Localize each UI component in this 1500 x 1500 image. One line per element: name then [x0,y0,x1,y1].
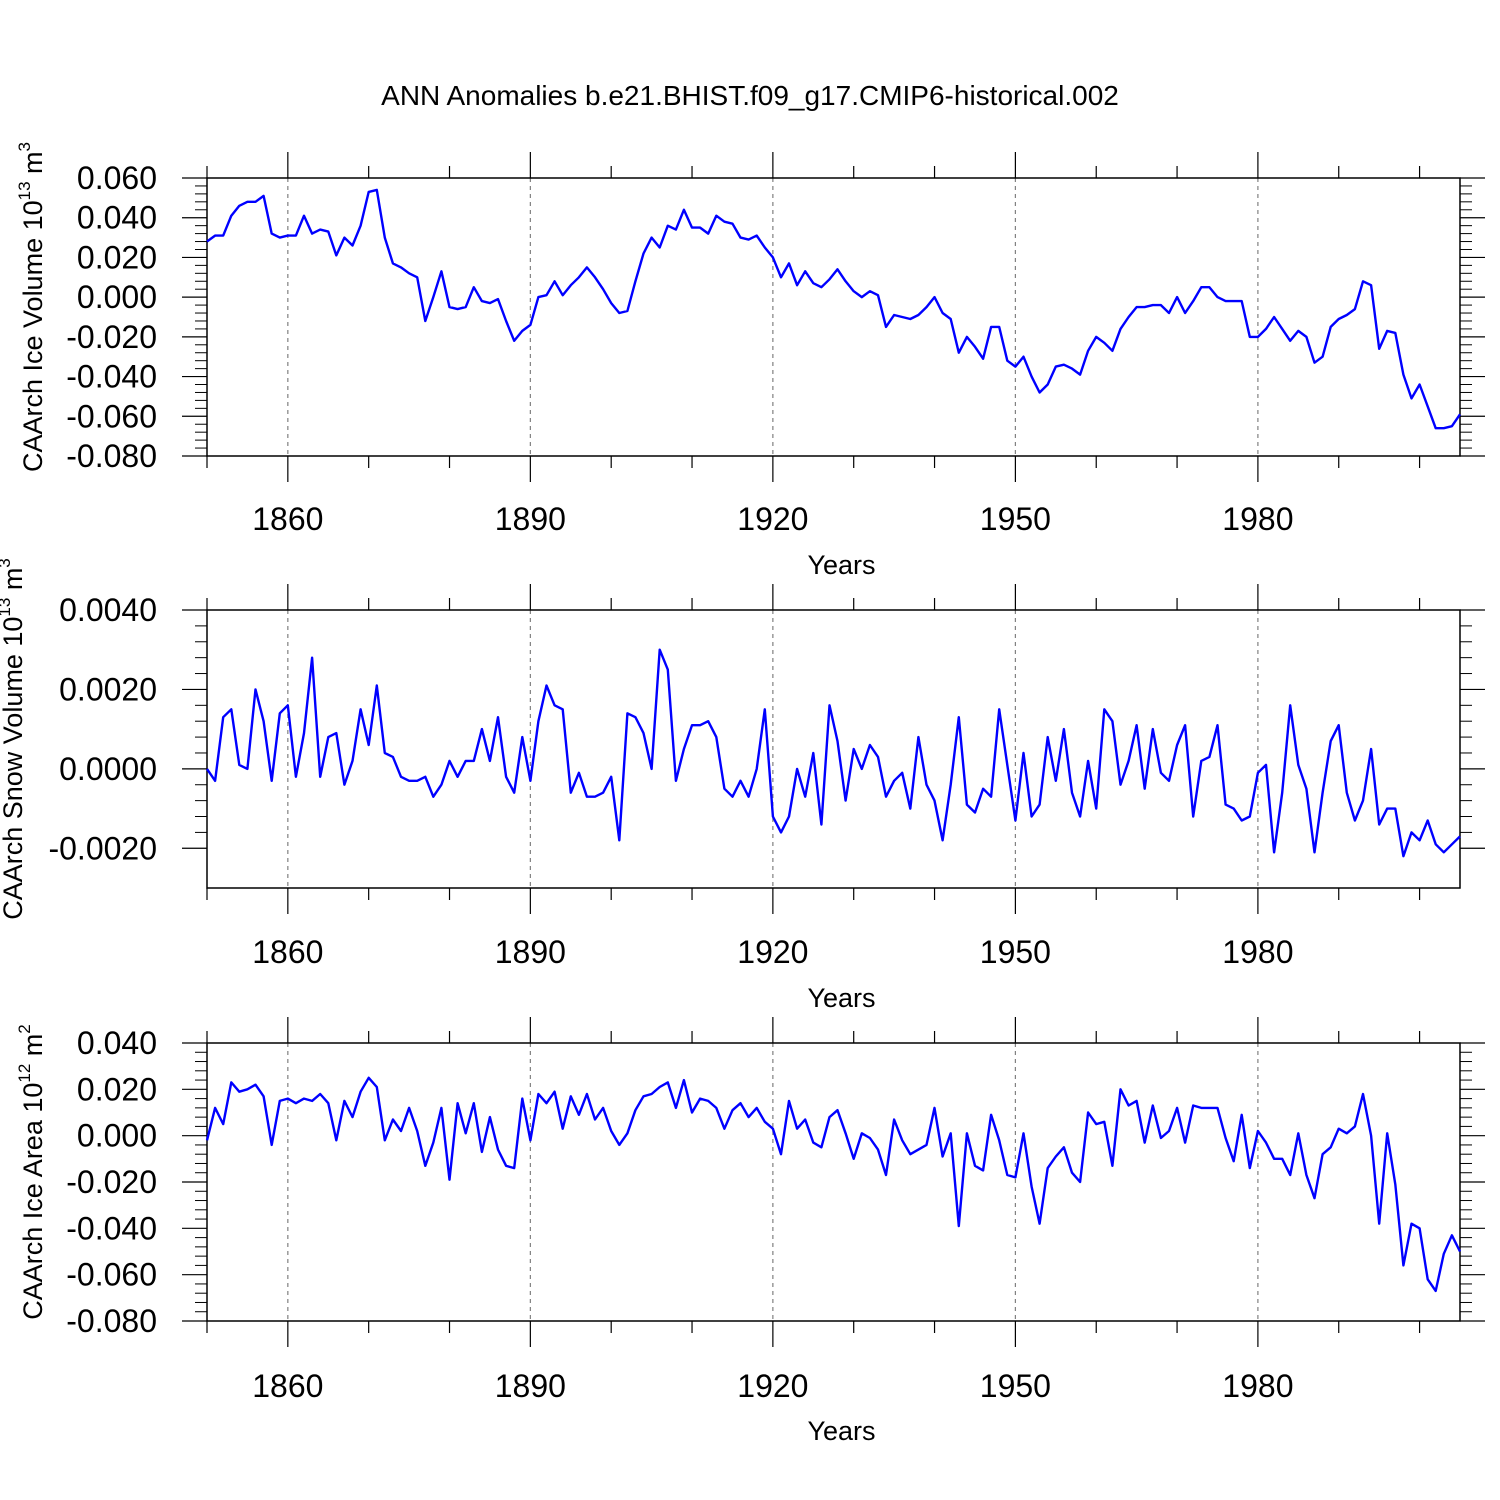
y-tick-label: -0.060 [66,1257,157,1293]
y-tick-label: 0.0040 [59,592,157,628]
y-axis-title-unit: m [18,151,48,181]
y-axis-title-text: CAArch Snow Volume 10 [0,617,28,920]
y-axis-title-unit: m [18,1034,48,1064]
y-tick-label: 0.000 [77,1118,157,1154]
y-tick-label: 0.020 [77,239,157,275]
y-tick-label: 0.040 [77,200,157,236]
x-tick-label: 1950 [980,934,1051,970]
x-tick-label: 1920 [737,934,808,970]
y-tick-label: 0.000 [77,279,157,315]
y-tick-label: -0.060 [66,398,157,434]
series-line [205,1076,1462,1293]
x-tick-label: 1890 [495,934,566,970]
y-axis-title-unit-exponent: 3 [15,142,34,151]
x-axis-title: Years [807,983,875,1013]
y-tick-label: -0.080 [66,1303,157,1339]
plot-frame [206,609,1461,889]
y-tick-label: 0.0000 [59,751,157,787]
y-axis-title: CAArch Ice Area 1012 m2 [15,1024,48,1320]
y-tick-label: -0.080 [66,438,157,474]
panel-1: 1860 1890 1920 1950 1980 -0.080 -0.060-0.040 -0… [15,142,1485,580]
y-axis-title-unit-exponent: 2 [15,1024,34,1033]
y-axis-title-unit-exponent: 3 [0,558,14,567]
x-tick-label: 1980 [1222,934,1293,970]
x-tick-label: 1860 [252,501,323,537]
panel-3: 1860 1890 1920 1950 1980 -0.080 -0.060 -0.040 -0… [15,1017,1485,1446]
x-axis-title: Years [807,1416,875,1446]
plot-frame [206,177,1461,457]
y-tick-label: 0.040 [77,1025,157,1061]
panel-2: 1860 1890 1920 1950 1980 -0.0020 0.0000 0.0020 0… [0,558,1485,1013]
y-axis-title: CAArch Ice Volume 1013 m3 [15,142,48,472]
x-tick-label: 1920 [737,501,808,537]
y-axis-title-unit: m [0,568,28,598]
series-line [206,188,1461,430]
y-tick-label: -0.040 [66,359,157,395]
y-tick-label: -0.020 [66,319,157,355]
x-tick-label: 1890 [495,501,566,537]
x-tick-label: 1920 [737,1368,808,1404]
x-axis-title: Years [807,550,875,580]
y-axis-title: CAArch Snow Volume 1013 m3 [0,558,28,920]
y-tick-label: 0.0020 [59,671,157,707]
y-tick-label: -0.0020 [48,830,157,866]
y-axis-title-exponent: 12 [15,1064,34,1083]
x-tick-label: 1860 [252,934,323,970]
plot-frame [206,1042,1461,1322]
y-tick-label: 0.020 [77,1071,157,1107]
x-tick-label: 1950 [980,1368,1051,1404]
panels: 1860 1890 1920 1950 1980-0.080-0.060-0.040-0… [0,142,1485,1446]
y-tick-label: -0.020 [66,1164,157,1200]
series-line [206,648,1461,858]
chart-title: ANN Anomalies b.e21.BHIST.f09_g17.CMIP6-… [381,80,1119,111]
y-tick-label: -0.040 [66,1210,157,1246]
x-tick-label: 1980 [1222,1368,1293,1404]
y-axis-title-exponent: 13 [0,598,14,617]
y-axis-title-text: CAArch Ice Volume 10 [18,200,48,472]
y-axis-title-exponent: 13 [15,181,34,200]
x-tick-label: 1860 [252,1368,323,1404]
y-tick-label: 0.060 [77,160,157,196]
x-tick-label: 1980 [1222,501,1293,537]
y-axis-title-text: CAArch Ice Area 10 [18,1083,48,1320]
x-tick-label: 1950 [980,501,1051,537]
x-tick-label: 1890 [495,1368,566,1404]
